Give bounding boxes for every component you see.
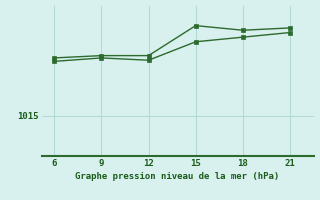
X-axis label: Graphe pression niveau de la mer (hPa): Graphe pression niveau de la mer (hPa) xyxy=(76,172,280,181)
